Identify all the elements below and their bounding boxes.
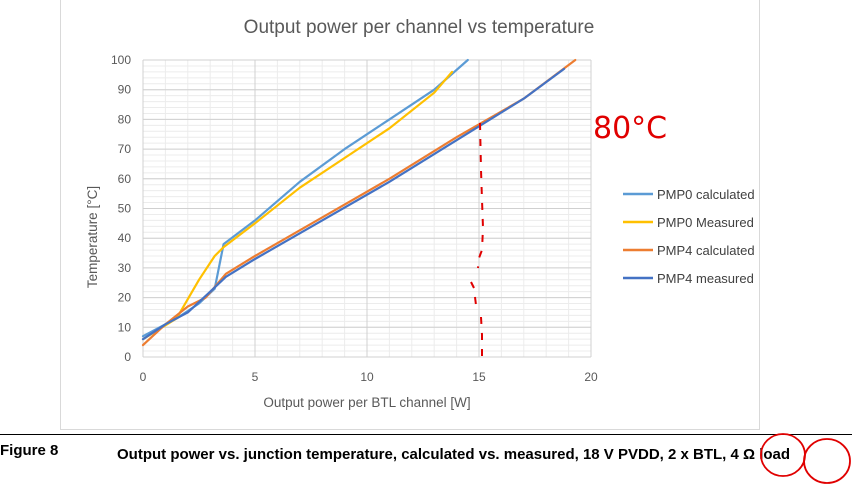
legend-label: PMP4 measured [657,271,754,286]
y-tick-label: 20 [118,291,132,305]
figure-caption: Output power vs. junction temperature, c… [117,446,791,463]
x-tick-label: 10 [360,370,374,384]
figure-label: Figure 8 [0,442,59,459]
annotation-80c: 80°C [593,111,667,146]
y-axis-title: Temperature [°C] [85,186,100,288]
y-tick-label: 60 [118,172,132,186]
annotation: 80°C [470,111,667,362]
x-tick-label: 20 [584,370,598,384]
line-chart: Output power per channel vs temperature … [85,17,755,410]
y-tick-label: 40 [118,231,132,245]
y-tick-label: 100 [111,53,131,67]
series-line-3 [141,58,577,347]
legend: PMP0 calculated PMP0 Measured PMP4 calcula… [623,187,755,286]
red-dashed-marker-line [470,122,485,362]
y-tick-label: 70 [118,142,132,156]
y-tick-label: 10 [118,320,132,334]
x-tick-label: 0 [140,370,147,384]
y-tick-label: 50 [118,202,132,216]
chart-title: Output power per channel vs temperature [244,17,595,38]
legend-label: PMP4 calculated [657,243,755,258]
series-line-2 [141,70,454,341]
legend-label: PMP0 Measured [657,215,754,230]
series-lines [141,58,577,347]
y-tick-label: 0 [124,350,131,364]
x-tick-label: 15 [472,370,486,384]
x-tick-label: 5 [252,370,259,384]
y-tick-label: 90 [118,83,132,97]
x-axis-title: Output power per BTL channel [W] [263,395,470,410]
tick-labels: 0 10 20 30 40 50 60 70 80 90 100 0 5 10 15 20 [111,53,598,384]
y-tick-label: 80 [118,112,132,126]
y-tick-label: 30 [118,261,132,275]
caption-divider [0,434,852,435]
chart-frame: Output power per channel vs temperature … [60,0,760,430]
series-line-4 [141,67,566,341]
legend-label: PMP0 calculated [657,187,755,202]
grid [142,59,592,358]
